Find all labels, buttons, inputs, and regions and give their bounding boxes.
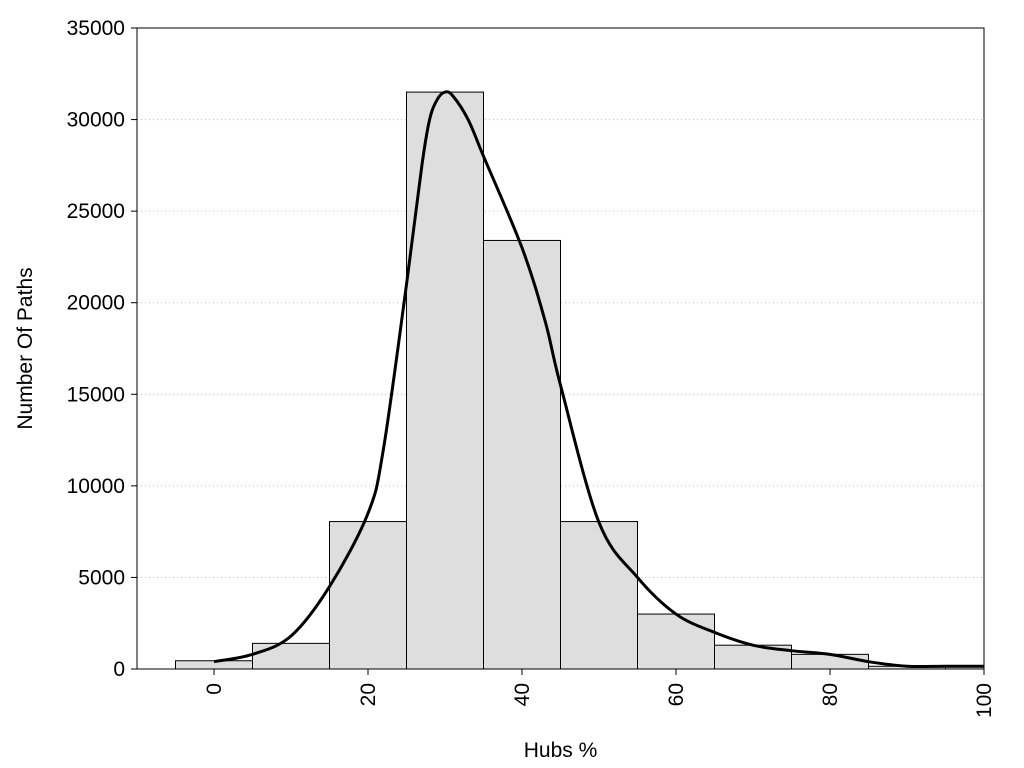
x-tick-label: 20: [357, 683, 380, 706]
density-curve: [213, 90, 984, 669]
histogram-bar: [483, 239, 561, 670]
histogram-bar: [252, 642, 330, 670]
y-tick-label: 0: [113, 658, 125, 681]
x-tick-label: 0: [203, 683, 226, 695]
x-tick-label: 60: [665, 683, 688, 706]
y-tick-label: 5000: [78, 566, 125, 589]
histogram-bar: [175, 660, 253, 670]
x-tick-label: 80: [819, 683, 842, 706]
histogram-bar: [329, 521, 407, 670]
histogram-bar: [791, 653, 869, 670]
density-curve-group: [213, 90, 984, 669]
y-tick-label: 30000: [67, 109, 125, 132]
histogram-bar: [406, 91, 484, 670]
histogram-bar: [637, 613, 715, 670]
y-axis-ticks: 0 5000 10000 15000 20000 25000 30000 35000: [67, 17, 137, 681]
bars-group: [175, 91, 985, 670]
y-tick-label: 10000: [67, 475, 125, 498]
x-tick-label: 40: [511, 683, 534, 706]
x-tick-label: 100: [973, 683, 996, 718]
y-axis-title: Number Of Paths: [14, 267, 37, 429]
y-tick-label: 25000: [67, 200, 125, 223]
plot-frame: [136, 27, 985, 670]
histogram-bar: [560, 521, 638, 670]
y-tick-label: 15000: [67, 383, 125, 406]
y-tick-label: 20000: [67, 292, 125, 315]
x-axis-title: Hubs %: [524, 739, 598, 762]
y-tick-label: 35000: [67, 17, 125, 40]
x-axis-ticks: 0 20 40 60 80 100: [203, 669, 996, 718]
